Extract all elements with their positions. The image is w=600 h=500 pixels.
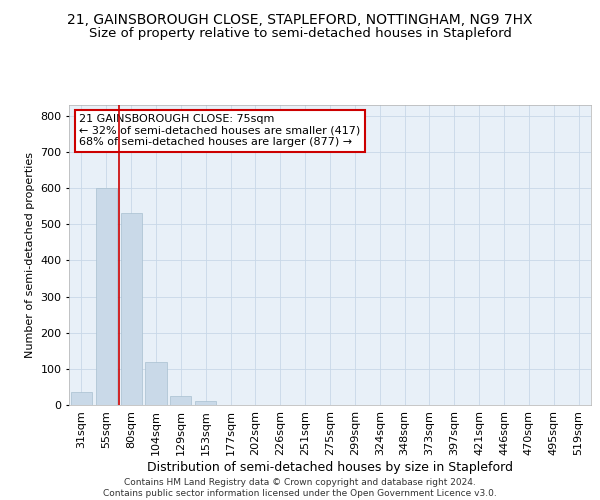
Bar [170,396,191,405]
Bar [195,402,216,405]
Bar [71,392,92,405]
Bar [145,362,167,405]
X-axis label: Distribution of semi-detached houses by size in Stapleford: Distribution of semi-detached houses by … [147,460,513,473]
Text: 21 GAINSBOROUGH CLOSE: 75sqm
← 32% of semi-detached houses are smaller (417)
68%: 21 GAINSBOROUGH CLOSE: 75sqm ← 32% of se… [79,114,361,147]
Text: 21, GAINSBOROUGH CLOSE, STAPLEFORD, NOTTINGHAM, NG9 7HX: 21, GAINSBOROUGH CLOSE, STAPLEFORD, NOTT… [67,12,533,26]
Y-axis label: Number of semi-detached properties: Number of semi-detached properties [25,152,35,358]
Bar [121,214,142,405]
Text: Size of property relative to semi-detached houses in Stapleford: Size of property relative to semi-detach… [89,28,511,40]
Text: Contains HM Land Registry data © Crown copyright and database right 2024.
Contai: Contains HM Land Registry data © Crown c… [103,478,497,498]
Bar [96,188,117,405]
